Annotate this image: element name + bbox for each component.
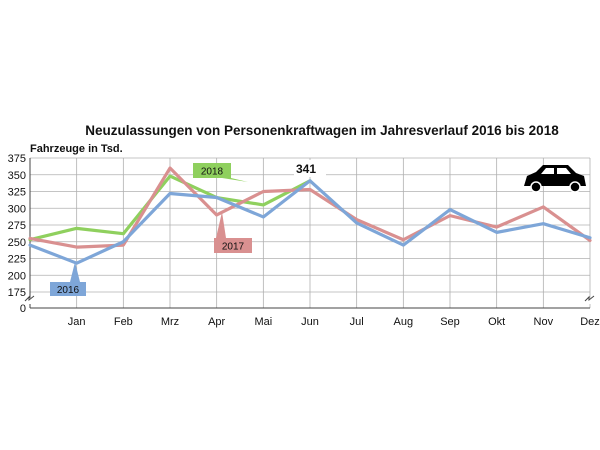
y-tick-label-175: 175: [8, 287, 26, 299]
x-tick-label-apr-4: Apr: [208, 316, 225, 328]
legend-box-2018: [193, 163, 231, 178]
x-tick-label-aug-8: Aug: [394, 316, 414, 328]
y-tick-label-200: 200: [8, 270, 26, 282]
legend-pointer-2016: [70, 262, 80, 282]
y-tick-label-0: 0: [20, 303, 26, 315]
x-tick-label-jul-7: Jul: [350, 316, 364, 328]
x-tick-label-feb-2: Feb: [114, 316, 133, 328]
x-tick-label-dez-12: Dez: [580, 316, 600, 328]
x-tick-label-mrz-3: Mrz: [161, 316, 179, 328]
x-tick-label-jan-1: Jan: [68, 316, 86, 328]
x-tick-label-nov-11: Nov: [534, 316, 554, 328]
series-line-2018: [28, 174, 312, 242]
axis-break-mark-1: [584, 295, 595, 302]
annotation-bg-0: [294, 160, 326, 177]
y-tick-label-375: 375: [8, 153, 26, 165]
y-tick-label-275: 275: [8, 220, 26, 232]
series-line-2016: [28, 179, 592, 265]
plot-area: 0 175 200 225 250 275 300 325 350 375 Jan Feb Mrz Apr…: [8, 153, 600, 328]
legend-label-2017: 2017: [222, 242, 245, 253]
x-tick-label-jun-6: Jun: [301, 316, 319, 328]
series-line-2017: [28, 166, 592, 249]
x-tick-label-okt-10: Okt: [488, 316, 505, 328]
y-tick-label-350: 350: [8, 170, 26, 182]
y-tick-label-225: 225: [8, 254, 26, 266]
y-axis-label: Fahrzeuge in Tsd.: [30, 143, 123, 155]
x-tick-label-sep-9: Sep: [440, 316, 460, 328]
legend-label-2018: 2018: [201, 167, 224, 178]
chart-title: Neuzulassungen von Personenkraftwagen im…: [85, 123, 559, 138]
axis-break-gap-1: [585, 298, 595, 304]
car-icon: [524, 165, 586, 193]
annotation-label-341: 341: [296, 162, 316, 176]
legend-pointer-2017: [216, 212, 226, 238]
legend-label-2016: 2016: [57, 285, 80, 296]
y-tick-label-325: 325: [8, 187, 26, 199]
y-tick-label-300: 300: [8, 203, 26, 215]
legend-box-2017: [214, 238, 252, 253]
axis-break-gap-0: [25, 298, 35, 304]
x-tick-label-mai-5: Mai: [254, 316, 272, 328]
legend-pointer-2018: [222, 178, 248, 182]
axis-break-mark-0: [24, 295, 35, 302]
legend-box-2016: [50, 282, 86, 296]
y-tick-label-250: 250: [8, 237, 26, 249]
